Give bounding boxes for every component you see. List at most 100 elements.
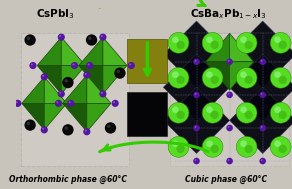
Circle shape — [27, 37, 30, 40]
Circle shape — [117, 70, 120, 73]
Circle shape — [279, 76, 287, 84]
Circle shape — [194, 93, 197, 95]
Polygon shape — [61, 66, 86, 94]
Polygon shape — [164, 21, 230, 87]
Circle shape — [31, 64, 33, 65]
Circle shape — [206, 71, 213, 78]
Circle shape — [274, 71, 281, 78]
Text: Cubic phase @60°C: Cubic phase @60°C — [185, 174, 267, 184]
Circle shape — [193, 125, 200, 131]
Circle shape — [244, 145, 253, 153]
Circle shape — [176, 76, 185, 84]
Polygon shape — [230, 54, 292, 120]
Circle shape — [270, 67, 291, 88]
Circle shape — [211, 111, 219, 119]
Polygon shape — [37, 66, 61, 94]
Circle shape — [58, 34, 65, 41]
Circle shape — [101, 35, 103, 37]
Circle shape — [83, 128, 91, 135]
Circle shape — [25, 34, 36, 46]
Circle shape — [261, 60, 263, 62]
Polygon shape — [87, 103, 111, 132]
Circle shape — [41, 73, 48, 81]
Circle shape — [228, 60, 230, 62]
Polygon shape — [37, 37, 61, 66]
Circle shape — [202, 33, 223, 53]
Circle shape — [240, 71, 247, 78]
Circle shape — [83, 71, 91, 79]
Circle shape — [244, 111, 253, 119]
Circle shape — [261, 159, 263, 161]
Circle shape — [270, 136, 291, 157]
Circle shape — [274, 36, 281, 43]
Circle shape — [58, 90, 65, 98]
Circle shape — [279, 111, 287, 119]
Circle shape — [172, 71, 179, 78]
Circle shape — [59, 35, 61, 37]
Circle shape — [236, 33, 257, 53]
Circle shape — [261, 93, 263, 95]
Polygon shape — [230, 21, 292, 87]
Polygon shape — [22, 103, 44, 130]
Circle shape — [259, 158, 266, 164]
Circle shape — [211, 145, 219, 153]
Bar — [128, 92, 167, 136]
Circle shape — [211, 76, 219, 84]
Polygon shape — [164, 54, 230, 120]
Circle shape — [240, 36, 247, 43]
Circle shape — [228, 159, 230, 161]
Circle shape — [274, 140, 281, 147]
Polygon shape — [79, 66, 103, 94]
Text: CsPbI$_3$: CsPbI$_3$ — [36, 8, 75, 21]
Circle shape — [211, 41, 219, 49]
Circle shape — [172, 36, 179, 43]
Circle shape — [55, 100, 62, 107]
Circle shape — [193, 91, 200, 98]
Circle shape — [259, 58, 266, 65]
Polygon shape — [63, 103, 87, 132]
Circle shape — [259, 125, 266, 131]
Circle shape — [226, 125, 233, 131]
Polygon shape — [44, 103, 67, 130]
Circle shape — [62, 124, 74, 136]
Circle shape — [226, 58, 233, 65]
Circle shape — [62, 77, 74, 88]
Circle shape — [105, 122, 116, 134]
Circle shape — [228, 93, 230, 95]
Circle shape — [59, 92, 61, 94]
Circle shape — [56, 101, 58, 103]
Bar — [21, 33, 129, 166]
Circle shape — [29, 62, 36, 69]
Circle shape — [129, 64, 131, 65]
Circle shape — [67, 100, 74, 107]
Circle shape — [240, 140, 247, 147]
Polygon shape — [206, 62, 230, 90]
Polygon shape — [230, 62, 254, 90]
Polygon shape — [103, 66, 127, 94]
Polygon shape — [44, 77, 67, 103]
Circle shape — [240, 106, 247, 113]
Circle shape — [72, 64, 74, 65]
Polygon shape — [63, 75, 87, 103]
Polygon shape — [79, 37, 103, 66]
Polygon shape — [230, 33, 254, 62]
Circle shape — [65, 79, 68, 83]
Circle shape — [88, 64, 90, 65]
Circle shape — [168, 102, 189, 123]
Circle shape — [193, 158, 200, 164]
Circle shape — [85, 73, 87, 75]
Polygon shape — [164, 87, 230, 153]
Circle shape — [279, 41, 287, 49]
Circle shape — [279, 145, 287, 153]
Polygon shape — [103, 37, 127, 66]
Circle shape — [114, 67, 126, 79]
Circle shape — [113, 101, 115, 103]
Circle shape — [194, 60, 197, 62]
Circle shape — [99, 34, 107, 41]
Circle shape — [244, 41, 253, 49]
Circle shape — [112, 100, 119, 107]
Circle shape — [42, 128, 44, 130]
Circle shape — [270, 102, 291, 123]
Circle shape — [172, 106, 179, 113]
Circle shape — [274, 106, 281, 113]
